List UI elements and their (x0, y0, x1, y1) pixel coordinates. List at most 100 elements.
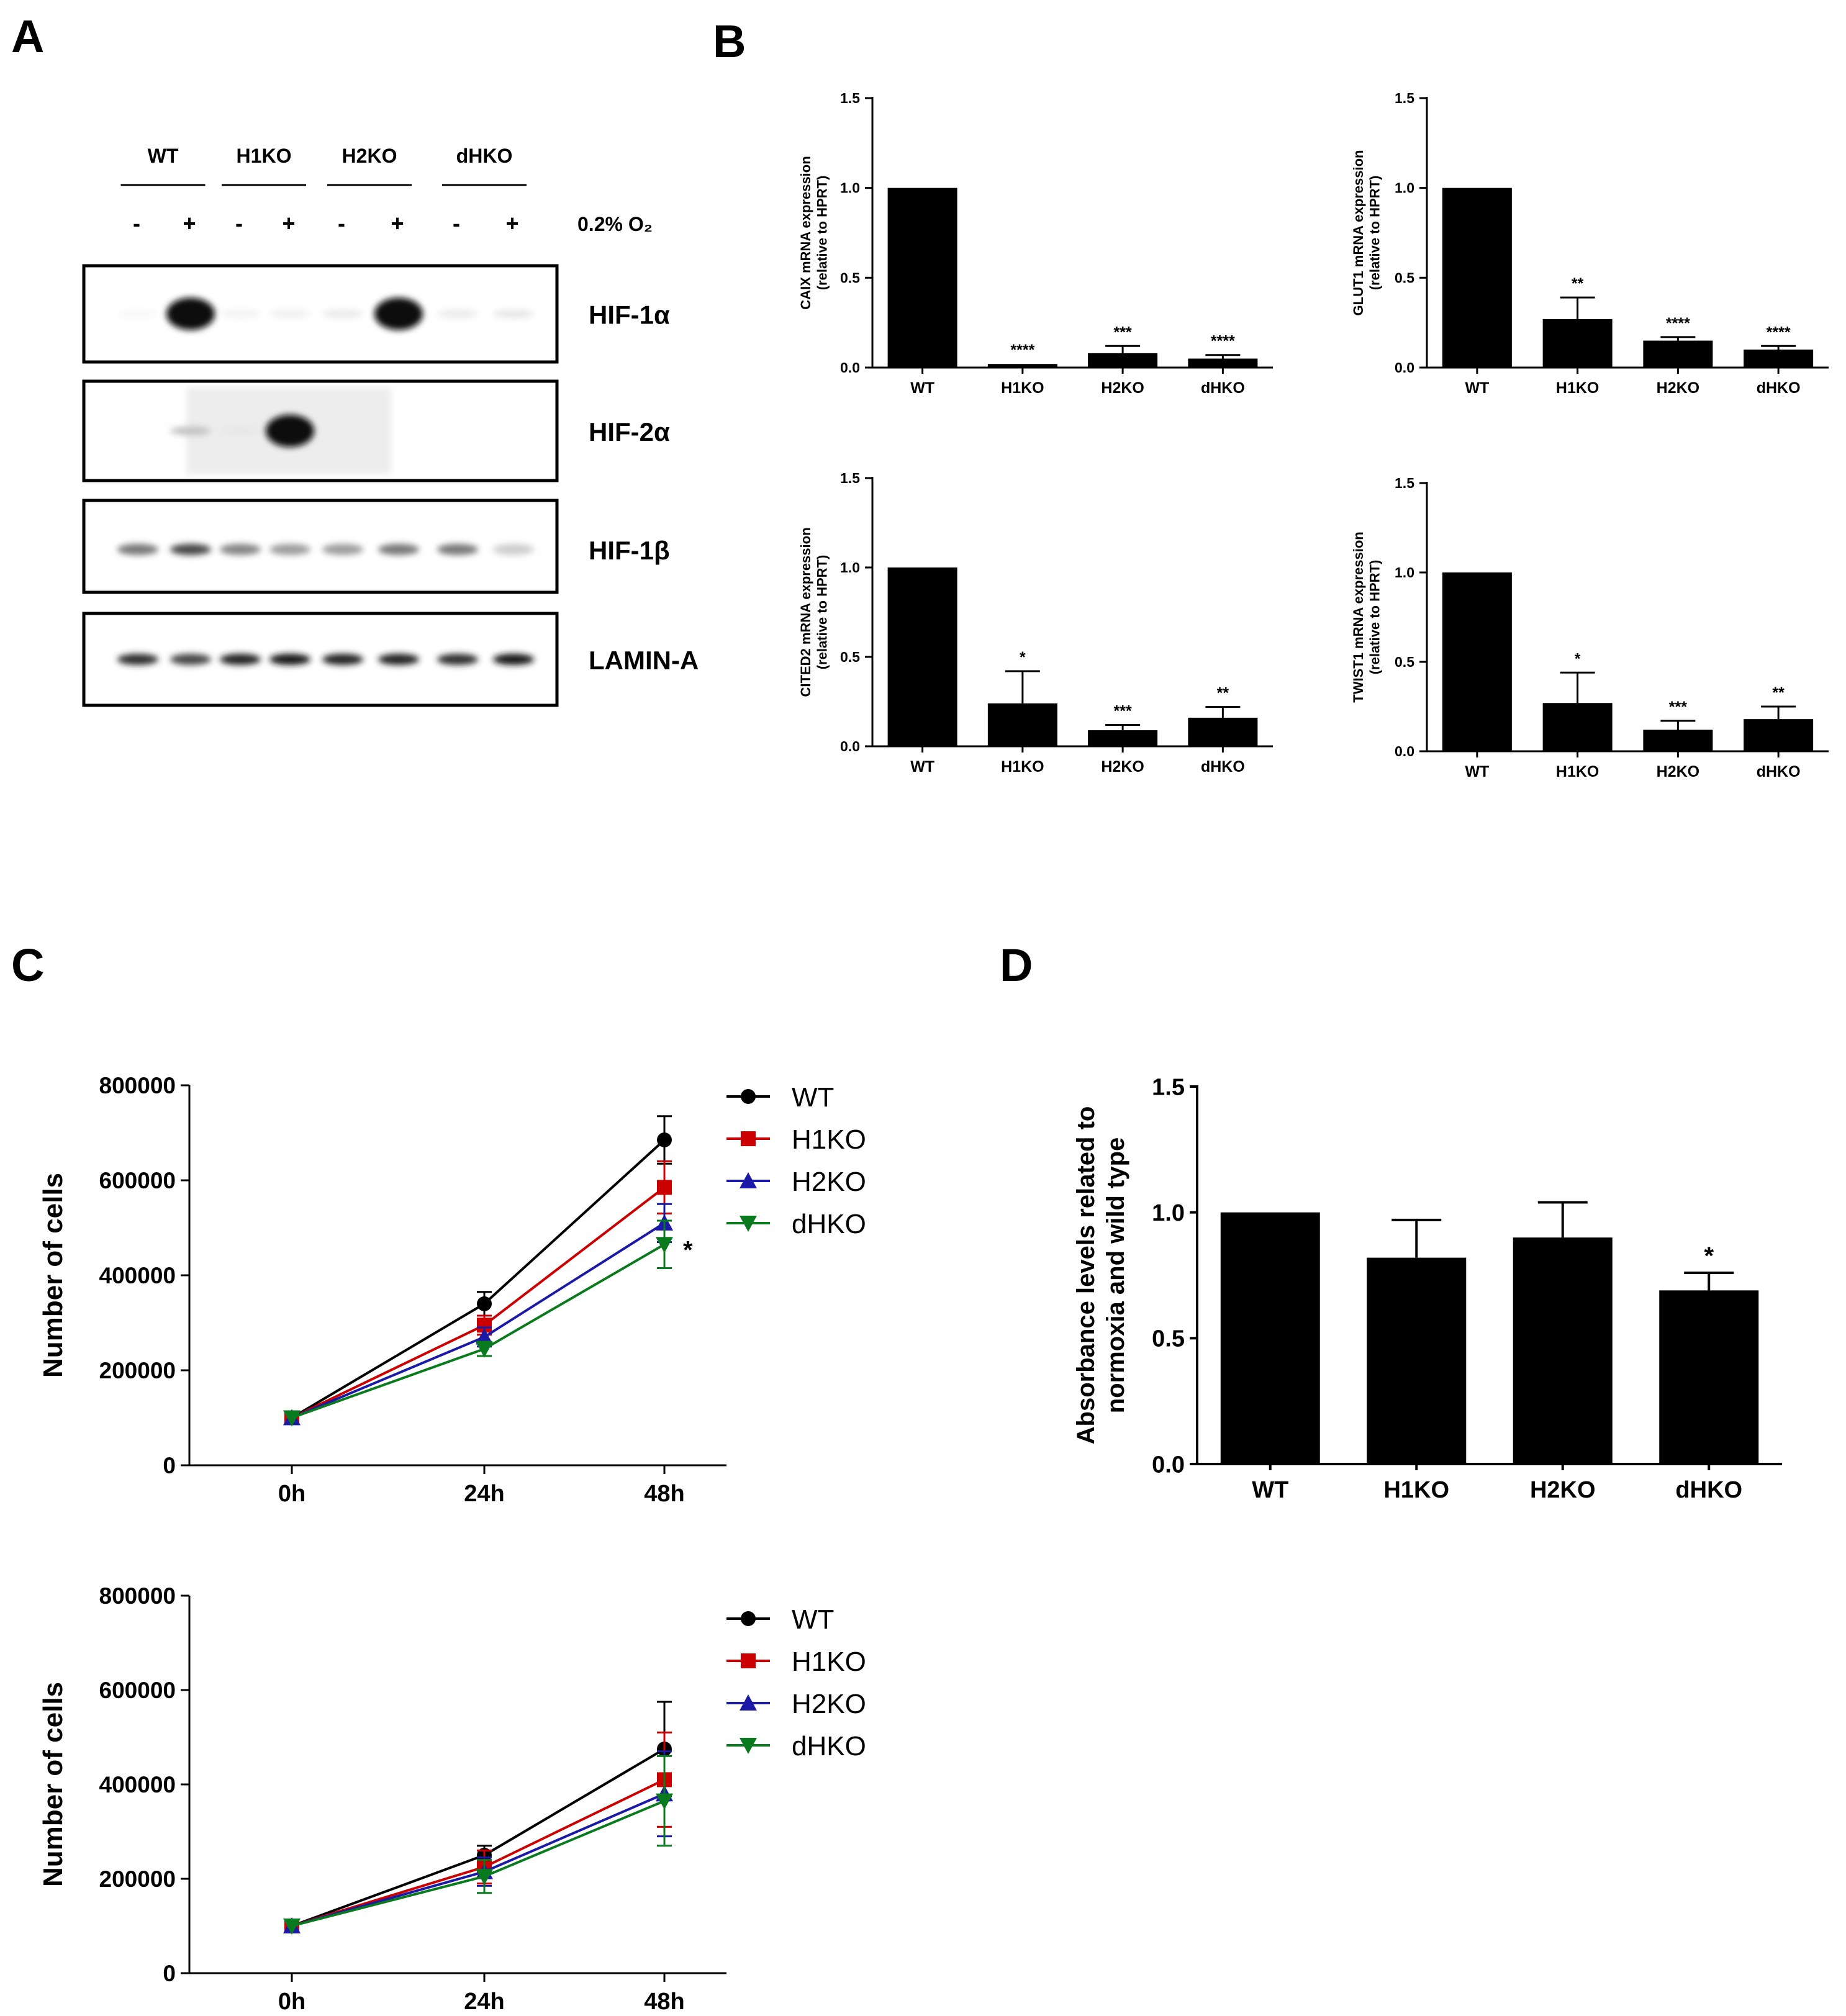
bar-wt (887, 567, 957, 746)
y-tick-label: 0.0 (1395, 359, 1414, 376)
blot-band (374, 297, 423, 330)
y-tick-label: 0.5 (1395, 654, 1414, 670)
blot-band (493, 544, 534, 555)
series-h1ko (284, 1160, 672, 1426)
y-tick-label: 200000 (99, 1866, 176, 1892)
x-tick-label: 0h (278, 1481, 305, 1507)
y-tick-label: 0.5 (840, 269, 860, 286)
blot-band (322, 654, 363, 665)
significance-marker: **** (1010, 341, 1034, 359)
marker-triangle-up (476, 1328, 493, 1345)
lane-group-label: dHKO (456, 145, 513, 167)
y-axis-title-line1: Absorbance levels related to (1072, 1106, 1100, 1445)
blot-band (117, 309, 158, 319)
x-tick-label: WT (1465, 763, 1489, 780)
marker-circle (477, 1296, 492, 1311)
x-tick-label: dHKO (1757, 379, 1801, 397)
marker-triangle-up (740, 1694, 757, 1711)
marker-triangle-up (740, 1172, 757, 1188)
lane-group-label: H2KO (342, 145, 397, 167)
bar-h1ko (1542, 319, 1613, 368)
y-tick-label: 1.0 (1395, 564, 1414, 581)
y-tick-label: 1.5 (840, 90, 860, 106)
treatment-sign: - (235, 210, 243, 236)
series-line (291, 1748, 666, 1927)
x-tick-label: dHKO (1675, 1477, 1742, 1503)
significance-marker: **** (1211, 333, 1235, 350)
series-h1ko (284, 1731, 672, 1933)
y-axis-title-line2: normoxia and wild type (1102, 1137, 1129, 1414)
bar-h2ko (1643, 340, 1713, 368)
line-chart-bottom: 0 200000 400000 600000 800000 0h 24h 48h WT H1KO H… (38, 1583, 866, 2015)
significance-marker: *** (1114, 702, 1132, 720)
y-axis-title: GLUT1 mRNA expression (relative to HPRT) (1351, 150, 1382, 316)
y-tick-label: 1.0 (840, 559, 860, 576)
x-tick-label: H1KO (1556, 379, 1599, 397)
bar-chart-glut1: 0.0 0.5 1.0 1.5 WT H1KO ** H2KO **** dHKO **** GLUT… (1351, 90, 1829, 397)
bar-wt (1442, 188, 1512, 368)
bar-dhko (1744, 350, 1814, 368)
marker-square (657, 1180, 672, 1195)
series-dhko (283, 1755, 673, 1935)
y-tick-label: 0.5 (840, 649, 860, 665)
bar-dhko (1659, 1290, 1759, 1464)
x-tick-label: WT (910, 379, 934, 397)
marker-triangle-down (656, 1793, 673, 1810)
x-tick-label: 48h (644, 1989, 684, 2015)
x-tick-label: 24h (464, 1481, 504, 1507)
bar-h2ko (1088, 730, 1158, 746)
significance-marker: ** (1772, 684, 1785, 702)
blot-band (378, 654, 419, 665)
blot-band (220, 309, 261, 319)
x-tick-label: dHKO (1201, 379, 1245, 397)
x-tick-label: 48h (644, 1481, 684, 1507)
blot-band (437, 654, 478, 665)
blot-band (493, 654, 534, 665)
y-tick-label: 600000 (99, 1168, 176, 1193)
x-tick-label: 24h (464, 1989, 504, 2015)
x-tick-label: 0h (278, 1989, 305, 2015)
marker-square (741, 1131, 756, 1146)
legend-label-h2ko: H2KO (792, 1167, 866, 1197)
y-axis-title-line2: (relative to HPRT) (814, 176, 830, 291)
y-tick-label: 1.5 (840, 470, 860, 486)
treatment-sign: + (391, 210, 404, 236)
x-tick-label: H2KO (1530, 1477, 1596, 1503)
y-tick-label: 0.5 (1395, 269, 1414, 286)
blot-band (117, 654, 158, 665)
marker-circle (657, 1132, 672, 1147)
y-tick-label: 0.5 (1152, 1326, 1185, 1352)
x-tick-label: WT (1465, 379, 1489, 397)
significance-marker: ** (1572, 275, 1584, 292)
x-tick-label: H2KO (1101, 379, 1144, 397)
y-tick-label: 800000 (99, 1583, 176, 1609)
bar-h1ko (1367, 1257, 1467, 1464)
y-axis-title: CITED2 mRNA expression (relative to HPRT) (798, 527, 830, 697)
treatment-sign: + (183, 210, 196, 236)
y-axis-title: Absorbance levels related to normoxia and… (1072, 1106, 1129, 1445)
panel-label-a: A (11, 11, 45, 62)
treatment-sign: + (505, 210, 518, 236)
bar-wt (1220, 1212, 1320, 1464)
blot-band (220, 544, 261, 555)
legend-label-wt: WT (792, 1082, 834, 1113)
bar-h1ko (987, 703, 1057, 746)
condition-label: 0.2% O₂ (577, 213, 653, 235)
lane-group-label: WT (148, 145, 179, 167)
x-tick-label: H2KO (1657, 763, 1699, 780)
significance-marker: **** (1666, 315, 1690, 332)
y-tick-label: 0.0 (840, 738, 860, 754)
y-tick-label: 1.5 (1152, 1074, 1185, 1100)
x-tick-label: dHKO (1201, 758, 1245, 775)
series-dhko (283, 1219, 673, 1427)
marker-triangle-down (740, 1216, 757, 1232)
series-h2ko (283, 1203, 673, 1426)
y-tick-label: 800000 (99, 1073, 176, 1098)
blot-label: HIF-1α (589, 301, 670, 330)
blot-band (266, 415, 314, 447)
y-tick-label: 0 (163, 1453, 176, 1478)
blot-band (117, 544, 158, 555)
series-line (291, 1139, 666, 1419)
bar-h2ko (1513, 1237, 1613, 1464)
series-wt (284, 1115, 672, 1426)
